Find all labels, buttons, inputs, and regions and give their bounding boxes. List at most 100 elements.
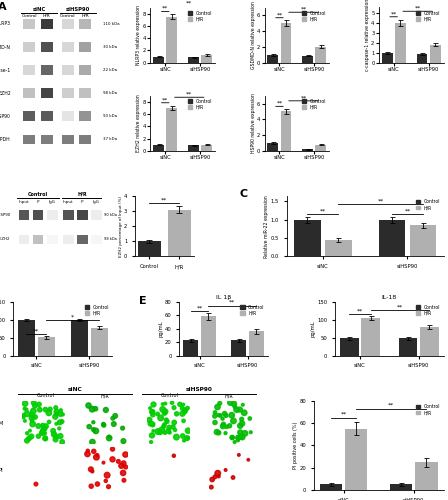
Bar [23, 112, 35, 121]
Text: **: ** [357, 308, 363, 313]
Text: **: ** [300, 6, 306, 12]
Bar [382, 52, 392, 62]
Circle shape [111, 416, 115, 420]
Bar [23, 88, 35, 98]
Circle shape [165, 420, 169, 424]
Circle shape [151, 402, 156, 407]
Circle shape [94, 454, 99, 460]
Circle shape [225, 425, 228, 428]
Y-axis label: pg/mL: pg/mL [159, 320, 164, 337]
Bar [168, 210, 191, 256]
Bar [390, 484, 412, 490]
Bar [23, 66, 35, 75]
Bar [302, 56, 313, 62]
Text: A: A [0, 2, 6, 12]
Circle shape [104, 472, 110, 478]
Bar [417, 54, 427, 62]
Text: *: * [71, 315, 74, 320]
Circle shape [164, 431, 167, 434]
Circle shape [23, 407, 26, 410]
Circle shape [43, 436, 47, 440]
Circle shape [242, 430, 248, 436]
Circle shape [215, 404, 220, 409]
Circle shape [30, 412, 34, 417]
Bar [315, 144, 327, 151]
Y-axis label: NLRP3 relative expression: NLRP3 relative expression [136, 5, 142, 65]
Text: Control: Control [28, 192, 48, 197]
Bar [340, 338, 358, 356]
Circle shape [90, 440, 95, 445]
Circle shape [240, 418, 244, 421]
Text: 30 kDa: 30 kDa [103, 45, 117, 49]
Circle shape [54, 434, 58, 439]
Bar [41, 134, 53, 144]
Circle shape [210, 478, 214, 482]
Circle shape [234, 407, 239, 412]
Text: **: ** [388, 402, 395, 407]
Bar [91, 328, 108, 356]
Bar [61, 19, 74, 29]
Text: 98 kDa: 98 kDa [103, 91, 117, 95]
Circle shape [54, 410, 59, 414]
Circle shape [57, 420, 62, 424]
Text: siNC: siNC [33, 6, 46, 12]
Bar [18, 320, 35, 356]
Legend: Control, H/R: Control, H/R [301, 98, 327, 111]
Text: 37 kDa: 37 kDa [103, 138, 117, 141]
Circle shape [151, 410, 155, 414]
Bar [79, 88, 91, 98]
Circle shape [152, 430, 155, 432]
Circle shape [162, 411, 167, 415]
Title: IL-18: IL-18 [382, 295, 397, 300]
Circle shape [221, 417, 224, 420]
Circle shape [173, 428, 177, 432]
Circle shape [24, 420, 26, 422]
Circle shape [233, 440, 236, 444]
Circle shape [151, 412, 155, 417]
Circle shape [96, 454, 99, 456]
Text: **: ** [186, 0, 192, 5]
Bar [61, 88, 74, 98]
Text: siNC: siNC [68, 387, 83, 392]
Bar [79, 42, 91, 52]
Circle shape [95, 482, 99, 486]
Circle shape [213, 411, 217, 414]
Text: **: ** [378, 198, 383, 203]
Circle shape [172, 454, 176, 458]
Bar [77, 234, 88, 244]
Legend: Control, H/R: Control, H/R [187, 10, 213, 22]
Bar [33, 210, 43, 220]
Circle shape [214, 430, 220, 434]
Circle shape [89, 467, 93, 471]
Bar [38, 338, 55, 356]
Text: Control: Control [22, 14, 37, 18]
Text: **: ** [405, 208, 410, 214]
Circle shape [174, 434, 179, 440]
Bar [61, 66, 74, 75]
Bar [61, 134, 74, 144]
Y-axis label: EZH2 relative expression: EZH2 relative expression [136, 94, 142, 152]
Circle shape [43, 424, 48, 428]
Circle shape [181, 434, 185, 438]
Text: **: ** [162, 97, 168, 102]
Bar [41, 19, 53, 29]
Circle shape [238, 430, 243, 435]
Circle shape [230, 436, 234, 440]
Text: **: ** [319, 208, 326, 214]
Circle shape [230, 436, 234, 440]
Circle shape [46, 410, 52, 416]
Circle shape [93, 406, 98, 411]
Bar [153, 144, 164, 151]
Circle shape [119, 464, 124, 468]
Bar [430, 44, 440, 62]
Text: siHSP90: siHSP90 [185, 387, 212, 392]
Bar [23, 42, 35, 52]
Circle shape [90, 406, 95, 412]
Circle shape [123, 452, 128, 457]
Circle shape [26, 432, 29, 434]
Y-axis label: PI positive cells (%): PI positive cells (%) [293, 422, 298, 469]
Circle shape [218, 402, 222, 405]
Bar [61, 42, 74, 52]
Circle shape [30, 408, 36, 414]
Text: H/R: H/R [78, 192, 87, 197]
